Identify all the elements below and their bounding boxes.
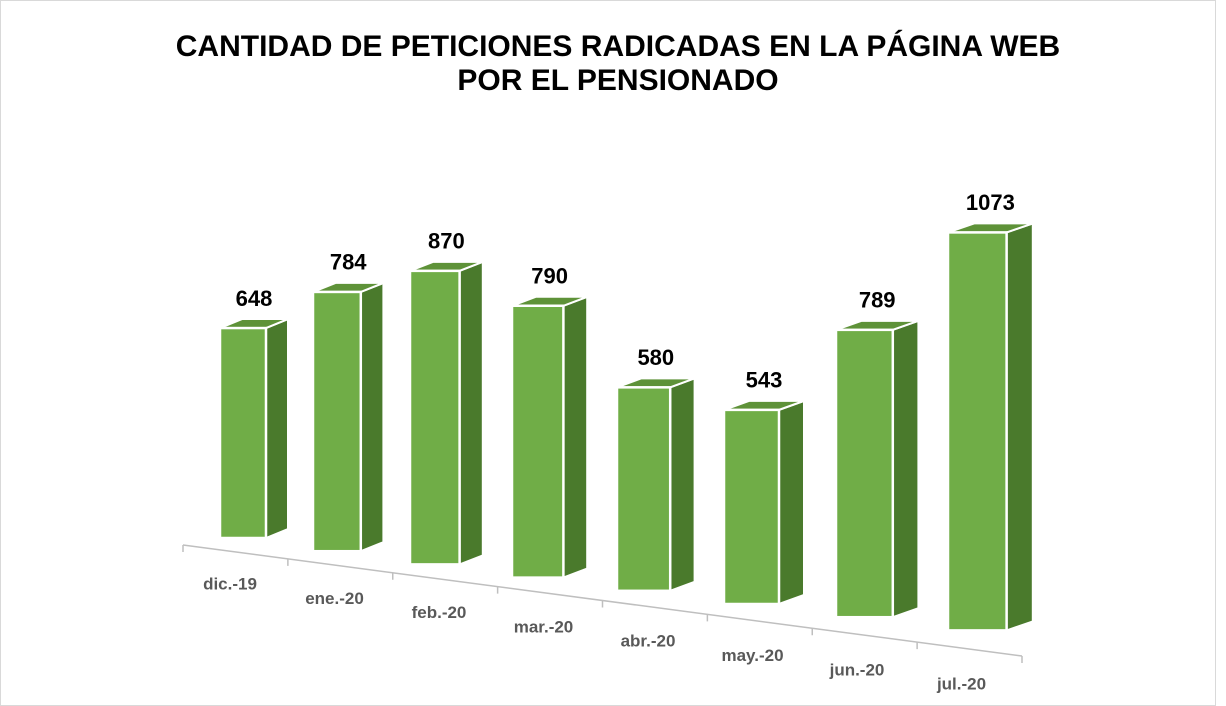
bar-side (359, 281, 385, 553)
chart-title: POR EL PENSIONADO (457, 64, 778, 97)
data-label: 648 (236, 286, 273, 311)
x-tick-label: dic.-19 (203, 574, 257, 593)
bar (311, 290, 363, 553)
x-tick-label: may.-20 (721, 646, 783, 665)
data-label: 870 (428, 229, 465, 254)
x-tick-label: abr.-20 (621, 632, 676, 651)
x-tick-label: ene.-20 (305, 589, 364, 608)
x-tick-label: jul.-20 (936, 675, 986, 694)
x-tick-label: mar.-20 (514, 617, 574, 636)
bar-side (458, 260, 484, 566)
x-tick-label: feb.-20 (412, 603, 467, 622)
bar (510, 304, 565, 579)
bar-side (891, 319, 920, 619)
chart-title: CANTIDAD DE PETICIONES RADICADAS EN LA P… (176, 29, 1060, 63)
bar (722, 408, 781, 606)
data-label: 784 (330, 250, 367, 275)
bar-side (562, 295, 589, 580)
data-label: 580 (637, 345, 674, 370)
bar (408, 269, 461, 566)
bar (615, 386, 672, 593)
bar (218, 326, 268, 540)
x-tick-label: jun.-20 (829, 660, 885, 679)
data-label: 543 (746, 368, 783, 393)
data-label: 790 (531, 264, 568, 289)
bar-side (265, 317, 289, 540)
bar-side (778, 399, 805, 606)
data-label: 1073 (966, 190, 1015, 215)
bar (946, 231, 1008, 632)
bar-side (669, 376, 696, 593)
bar-side (1005, 222, 1034, 632)
data-label: 789 (859, 288, 896, 313)
bar (834, 328, 895, 619)
